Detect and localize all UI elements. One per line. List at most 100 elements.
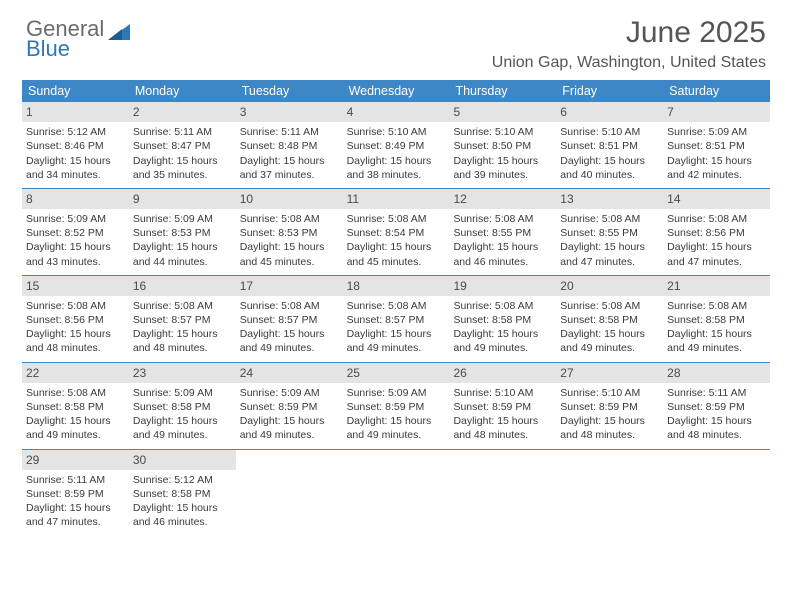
calendar-day-cell: 22Sunrise: 5:08 AMSunset: 8:58 PMDayligh…	[22, 363, 129, 449]
sunrise-line: Sunrise: 5:08 AM	[560, 212, 659, 226]
calendar-day-cell: 7Sunrise: 5:09 AMSunset: 8:51 PMDaylight…	[663, 102, 770, 188]
calendar-day-cell: 25Sunrise: 5:09 AMSunset: 8:59 PMDayligh…	[343, 363, 450, 449]
day-number: 1	[22, 102, 129, 122]
calendar-week-row: 1Sunrise: 5:12 AMSunset: 8:46 PMDaylight…	[22, 102, 770, 189]
daylight-line: Daylight: 15 hours and 47 minutes.	[26, 501, 125, 529]
daylight-line: Daylight: 15 hours and 49 minutes.	[347, 414, 446, 442]
sunrise-line: Sunrise: 5:11 AM	[26, 473, 125, 487]
calendar-day-cell: .	[556, 450, 663, 536]
day-number: 29	[22, 450, 129, 470]
sunrise-line: Sunrise: 5:11 AM	[133, 125, 232, 139]
daylight-line: Daylight: 15 hours and 49 minutes.	[240, 327, 339, 355]
calendar-day-cell: 5Sunrise: 5:10 AMSunset: 8:50 PMDaylight…	[449, 102, 556, 188]
calendar-header-cell: Saturday	[663, 80, 770, 102]
logo: General Blue	[26, 18, 104, 60]
sunrise-line: Sunrise: 5:08 AM	[453, 212, 552, 226]
daylight-line: Daylight: 15 hours and 49 minutes.	[26, 414, 125, 442]
day-number: 14	[663, 189, 770, 209]
calendar-day-cell: .	[236, 450, 343, 536]
sunrise-line: Sunrise: 5:09 AM	[26, 212, 125, 226]
sunrise-line: Sunrise: 5:09 AM	[133, 212, 232, 226]
daylight-line: Daylight: 15 hours and 44 minutes.	[133, 240, 232, 268]
day-number: 24	[236, 363, 343, 383]
calendar-day-cell: 28Sunrise: 5:11 AMSunset: 8:59 PMDayligh…	[663, 363, 770, 449]
day-number: 17	[236, 276, 343, 296]
sunset-line: Sunset: 8:47 PM	[133, 139, 232, 153]
calendar-header-cell: Thursday	[449, 80, 556, 102]
day-number: 8	[22, 189, 129, 209]
day-number: 7	[663, 102, 770, 122]
day-number: 28	[663, 363, 770, 383]
day-number: 6	[556, 102, 663, 122]
sunset-line: Sunset: 8:59 PM	[560, 400, 659, 414]
calendar-day-cell: 3Sunrise: 5:11 AMSunset: 8:48 PMDaylight…	[236, 102, 343, 188]
sunrise-line: Sunrise: 5:10 AM	[347, 125, 446, 139]
calendar-day-cell: 16 Sunrise: 5:08 AMSunset: 8:57 PMDayligh…	[129, 276, 236, 362]
day-number: 2	[129, 102, 236, 122]
calendar-day-cell: 20Sunrise: 5:08 AMSunset: 8:58 PMDayligh…	[556, 276, 663, 362]
sunset-line: Sunset: 8:55 PM	[560, 226, 659, 240]
calendar: SundayMondayTuesdayWednesdayThursdayFrid…	[22, 80, 770, 535]
daylight-line: Daylight: 15 hours and 42 minutes.	[667, 154, 766, 182]
daylight-line: Daylight: 15 hours and 48 minutes.	[667, 414, 766, 442]
day-number: 27	[556, 363, 663, 383]
sunset-line: Sunset: 8:59 PM	[26, 487, 125, 501]
calendar-day-cell: 2 Sunrise: 5:11 AMSunset: 8:47 PMDaylight…	[129, 102, 236, 188]
sunrise-line: Sunrise: 5:09 AM	[667, 125, 766, 139]
sunset-line: Sunset: 8:54 PM	[347, 226, 446, 240]
calendar-day-cell: 23Sunrise: 5:09 AMSunset: 8:58 PMDayligh…	[129, 363, 236, 449]
calendar-day-cell: 14Sunrise: 5:08 AMSunset: 8:56 PMDayligh…	[663, 189, 770, 275]
sunset-line: Sunset: 8:51 PM	[560, 139, 659, 153]
day-number: 16	[129, 276, 236, 296]
daylight-line: Daylight: 15 hours and 49 minutes.	[453, 327, 552, 355]
calendar-day-cell: 24Sunrise: 5:09 AMSunset: 8:59 PMDayligh…	[236, 363, 343, 449]
sunset-line: Sunset: 8:57 PM	[133, 313, 232, 327]
daylight-line: Daylight: 15 hours and 39 minutes.	[453, 154, 552, 182]
calendar-day-cell: .	[449, 450, 556, 536]
sunrise-line: Sunrise: 5:08 AM	[26, 299, 125, 313]
sunset-line: Sunset: 8:58 PM	[667, 313, 766, 327]
sunrise-line: Sunrise: 5:09 AM	[240, 386, 339, 400]
day-number: 18	[343, 276, 450, 296]
day-number: 26	[449, 363, 556, 383]
daylight-line: Daylight: 15 hours and 46 minutes.	[133, 501, 232, 529]
sunset-line: Sunset: 8:56 PM	[667, 226, 766, 240]
daylight-line: Daylight: 15 hours and 35 minutes.	[133, 154, 232, 182]
calendar-day-cell: 27Sunrise: 5:10 AMSunset: 8:59 PMDayligh…	[556, 363, 663, 449]
sunrise-line: Sunrise: 5:08 AM	[347, 299, 446, 313]
sunset-line: Sunset: 8:48 PM	[240, 139, 339, 153]
daylight-line: Daylight: 15 hours and 34 minutes.	[26, 154, 125, 182]
daylight-line: Daylight: 15 hours and 49 minutes.	[667, 327, 766, 355]
sunset-line: Sunset: 8:52 PM	[26, 226, 125, 240]
sunset-line: Sunset: 8:55 PM	[453, 226, 552, 240]
day-number: 12	[449, 189, 556, 209]
sunrise-line: Sunrise: 5:08 AM	[133, 299, 232, 313]
sunset-line: Sunset: 8:58 PM	[133, 487, 232, 501]
sunrise-line: Sunrise: 5:08 AM	[347, 212, 446, 226]
daylight-line: Daylight: 15 hours and 49 minutes.	[560, 327, 659, 355]
day-number: 19	[449, 276, 556, 296]
sunrise-line: Sunrise: 5:08 AM	[667, 299, 766, 313]
daylight-line: Daylight: 15 hours and 46 minutes.	[453, 240, 552, 268]
daylight-line: Daylight: 15 hours and 40 minutes.	[560, 154, 659, 182]
sunset-line: Sunset: 8:53 PM	[133, 226, 232, 240]
calendar-week-row: 15Sunrise: 5:08 AMSunset: 8:56 PMDayligh…	[22, 276, 770, 363]
sunrise-line: Sunrise: 5:11 AM	[240, 125, 339, 139]
calendar-day-cell: 12 Sunrise: 5:08 AMSunset: 8:55 PMDayligh…	[449, 189, 556, 275]
daylight-line: Daylight: 15 hours and 48 minutes.	[133, 327, 232, 355]
sunset-line: Sunset: 8:53 PM	[240, 226, 339, 240]
day-number: 5	[449, 102, 556, 122]
calendar-day-cell: 21Sunrise: 5:08 AMSunset: 8:58 PMDayligh…	[663, 276, 770, 362]
calendar-header-cell: Tuesday	[236, 80, 343, 102]
sunrise-line: Sunrise: 5:10 AM	[560, 386, 659, 400]
sunset-line: Sunset: 8:57 PM	[347, 313, 446, 327]
calendar-day-cell: 19Sunrise: 5:08 AMSunset: 8:58 PMDayligh…	[449, 276, 556, 362]
logo-triangle-icon	[108, 22, 134, 42]
calendar-day-cell: 13Sunrise: 5:08 AMSunset: 8:55 PMDayligh…	[556, 189, 663, 275]
calendar-header-row: SundayMondayTuesdayWednesdayThursdayFrid…	[22, 80, 770, 102]
daylight-line: Daylight: 15 hours and 38 minutes.	[347, 154, 446, 182]
sunset-line: Sunset: 8:57 PM	[240, 313, 339, 327]
sunset-line: Sunset: 8:59 PM	[453, 400, 552, 414]
sunset-line: Sunset: 8:59 PM	[347, 400, 446, 414]
day-number: 4	[343, 102, 450, 122]
